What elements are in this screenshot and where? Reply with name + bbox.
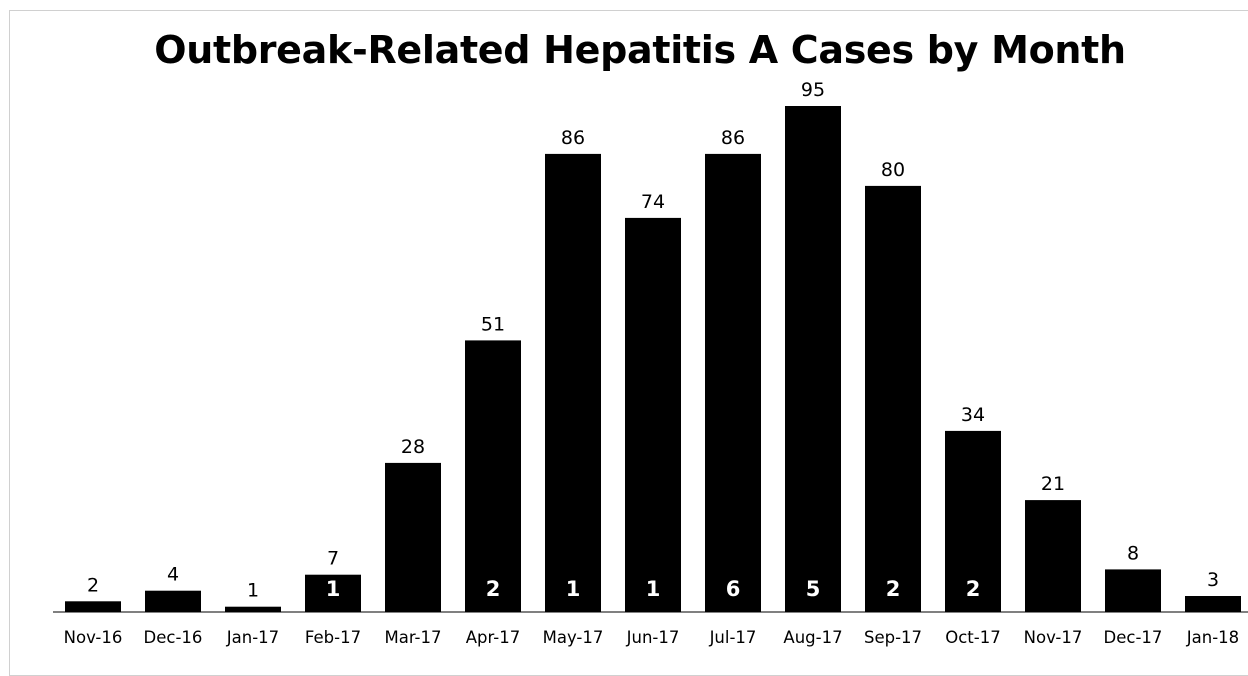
value-label-dec-16: 4: [167, 564, 179, 586]
value-label-feb-17: 7: [327, 548, 339, 570]
inner-label-sep-17: 2: [886, 577, 901, 601]
value-label-dec-17: 8: [1127, 542, 1139, 564]
x-tick-label-nov-16: Nov-16: [64, 628, 123, 647]
value-label-aug-17: 95: [801, 79, 825, 101]
labels-group: 2 4 1 7 1 28 51 2 86 1 74 1 86 6 95 5 80 2 34 2 21 8 3: [87, 79, 1219, 602]
x-tick-label-oct-17: Oct-17: [945, 628, 1000, 647]
bar-nov-17: [1025, 500, 1081, 612]
bar-jun-17: [625, 217, 681, 612]
inner-label-aug-17: 5: [806, 577, 821, 601]
bar-may-17: [545, 153, 601, 612]
x-tick-label-apr-17: Apr-17: [466, 628, 520, 647]
x-tick-label-jan-18: Jan-18: [1186, 628, 1239, 647]
value-label-oct-17: 34: [961, 404, 985, 426]
x-tick-label-jan-17: Jan-17: [226, 628, 279, 647]
x-tick-label-aug-17: Aug-17: [783, 628, 842, 647]
value-label-jun-17: 74: [641, 191, 665, 213]
value-label-jan-18: 3: [1207, 569, 1219, 591]
value-label-may-17: 86: [561, 127, 585, 149]
bar-nov-16: [65, 601, 121, 612]
value-label-mar-17: 28: [401, 436, 425, 458]
x-tick-label-mar-17: Mar-17: [384, 628, 441, 647]
inner-label-jun-17: 1: [646, 577, 661, 601]
x-tick-label-nov-17: Nov-17: [1024, 628, 1083, 647]
bar-jan-18: [1185, 596, 1241, 612]
bars-group: [65, 106, 1241, 612]
x-tick-label-feb-17: Feb-17: [305, 628, 361, 647]
value-label-jan-17: 1: [247, 580, 259, 602]
chart-title: Outbreak-Related Hepatitis A Cases by Mo…: [154, 28, 1126, 72]
value-label-nov-17: 21: [1041, 473, 1065, 495]
ticks-group: Nov-16 Dec-16 Jan-17 Feb-17 Mar-17 Apr-17 May-…: [64, 628, 1240, 647]
inner-label-oct-17: 2: [966, 577, 981, 601]
bar-jul-17: [705, 153, 761, 612]
bar-dec-16: [145, 590, 201, 612]
value-label-apr-17: 51: [481, 313, 505, 335]
bar-aug-17: [785, 106, 841, 612]
value-label-jul-17: 86: [721, 127, 745, 149]
value-label-nov-16: 2: [87, 574, 99, 596]
x-tick-label-dec-16: Dec-16: [144, 628, 203, 647]
inner-label-apr-17: 2: [486, 577, 501, 601]
x-tick-label-jun-17: Jun-17: [626, 628, 680, 647]
inner-label-jul-17: 6: [726, 577, 741, 601]
bar-mar-17: [385, 462, 441, 612]
inner-label-may-17: 1: [566, 577, 581, 601]
x-tick-label-may-17: May-17: [543, 628, 604, 647]
bar-apr-17: [465, 340, 521, 612]
inner-label-feb-17: 1: [326, 577, 341, 601]
bar-oct-17: [945, 430, 1001, 612]
bar-sep-17: [865, 185, 921, 612]
bar-jan-17: [225, 606, 281, 612]
value-label-sep-17: 80: [881, 159, 905, 181]
x-tick-label-dec-17: Dec-17: [1104, 628, 1163, 647]
x-tick-label-sep-17: Sep-17: [864, 628, 922, 647]
bar-feb-17: [305, 574, 361, 612]
x-tick-label-jul-17: Jul-17: [709, 628, 757, 647]
bar-dec-17: [1105, 569, 1161, 612]
